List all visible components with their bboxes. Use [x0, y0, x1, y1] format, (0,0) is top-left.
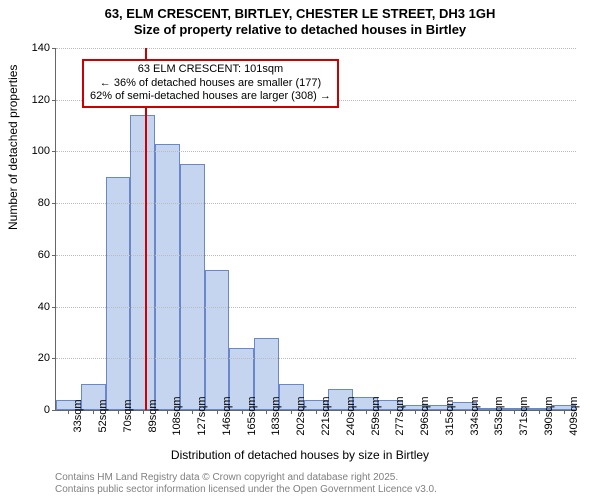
x-tick-label: 202sqm	[295, 396, 307, 435]
y-tick-label: 0	[44, 404, 56, 416]
x-tick-label: 183sqm	[270, 396, 282, 435]
chart-title-line2: Size of property relative to detached ho…	[0, 22, 600, 37]
x-tick-label: 259sqm	[370, 396, 382, 435]
gridline	[56, 151, 576, 152]
gridline	[56, 307, 576, 308]
histogram-bar	[205, 270, 230, 410]
x-tick-mark	[316, 410, 317, 414]
x-tick-label: 89sqm	[147, 399, 159, 432]
y-tick-label: 140	[32, 42, 56, 54]
x-tick-mark	[167, 410, 168, 414]
x-tick-mark	[489, 410, 490, 414]
histogram-bar	[180, 164, 205, 410]
x-tick-label: 334sqm	[469, 396, 481, 435]
annotation-line2: ← 36% of detached houses are smaller (17…	[90, 77, 331, 91]
gridline	[56, 48, 576, 49]
x-axis-label: Distribution of detached houses by size …	[0, 448, 600, 462]
x-tick-mark	[415, 410, 416, 414]
x-tick-mark	[217, 410, 218, 414]
x-tick-label: 108sqm	[171, 396, 183, 435]
chart-title-line1: 63, ELM CRESCENT, BIRTLEY, CHESTER LE ST…	[0, 0, 600, 22]
y-tick-label: 40	[38, 301, 56, 313]
x-tick-mark	[390, 410, 391, 414]
chart-container: 63, ELM CRESCENT, BIRTLEY, CHESTER LE ST…	[0, 0, 600, 500]
x-tick-mark	[291, 410, 292, 414]
x-tick-label: 277sqm	[394, 396, 406, 435]
x-tick-label: 296sqm	[419, 396, 431, 435]
footer-line1: Contains HM Land Registry data © Crown c…	[55, 472, 437, 484]
x-tick-label: 353sqm	[493, 396, 505, 435]
gridline	[56, 358, 576, 359]
x-tick-label: 127sqm	[196, 396, 208, 435]
plot-area: 02040608010012014033sqm52sqm70sqm89sqm10…	[55, 48, 576, 411]
x-tick-label: 70sqm	[122, 399, 134, 432]
x-tick-mark	[564, 410, 565, 414]
annotation-line3: 62% of semi-detached houses are larger (…	[90, 90, 331, 104]
x-tick-label: 409sqm	[568, 396, 580, 435]
annotation-line1: 63 ELM CRESCENT: 101sqm	[90, 63, 331, 77]
x-tick-mark	[242, 410, 243, 414]
x-tick-mark	[514, 410, 515, 414]
x-tick-mark	[341, 410, 342, 414]
histogram-bar	[130, 115, 155, 410]
y-tick-label: 80	[38, 197, 56, 209]
x-tick-mark	[465, 410, 466, 414]
x-tick-label: 146sqm	[221, 396, 233, 435]
x-tick-mark	[539, 410, 540, 414]
x-tick-mark	[93, 410, 94, 414]
x-tick-mark	[266, 410, 267, 414]
gridline	[56, 203, 576, 204]
gridline	[56, 255, 576, 256]
annotation-box: 63 ELM CRESCENT: 101sqm← 36% of detached…	[82, 59, 339, 108]
x-tick-label: 315sqm	[444, 396, 456, 435]
histogram-bar	[106, 177, 131, 410]
y-tick-label: 100	[32, 145, 56, 157]
x-tick-label: 221sqm	[320, 396, 332, 435]
x-tick-mark	[143, 410, 144, 414]
x-tick-label: 52sqm	[97, 399, 109, 432]
x-tick-label: 165sqm	[246, 396, 258, 435]
y-tick-label: 60	[38, 249, 56, 261]
x-tick-mark	[366, 410, 367, 414]
x-tick-label: 390sqm	[543, 396, 555, 435]
y-tick-label: 120	[32, 94, 56, 106]
x-tick-mark	[440, 410, 441, 414]
x-tick-label: 371sqm	[518, 396, 530, 435]
histogram-bar	[155, 144, 180, 410]
x-tick-mark	[68, 410, 69, 414]
x-tick-label: 240sqm	[345, 396, 357, 435]
x-tick-mark	[192, 410, 193, 414]
x-tick-mark	[118, 410, 119, 414]
y-axis-label: Number of detached properties	[6, 65, 20, 230]
footer-attribution: Contains HM Land Registry data © Crown c…	[55, 472, 437, 496]
footer-line2: Contains public sector information licen…	[55, 484, 437, 496]
y-tick-label: 20	[38, 352, 56, 364]
x-tick-label: 33sqm	[72, 399, 84, 432]
